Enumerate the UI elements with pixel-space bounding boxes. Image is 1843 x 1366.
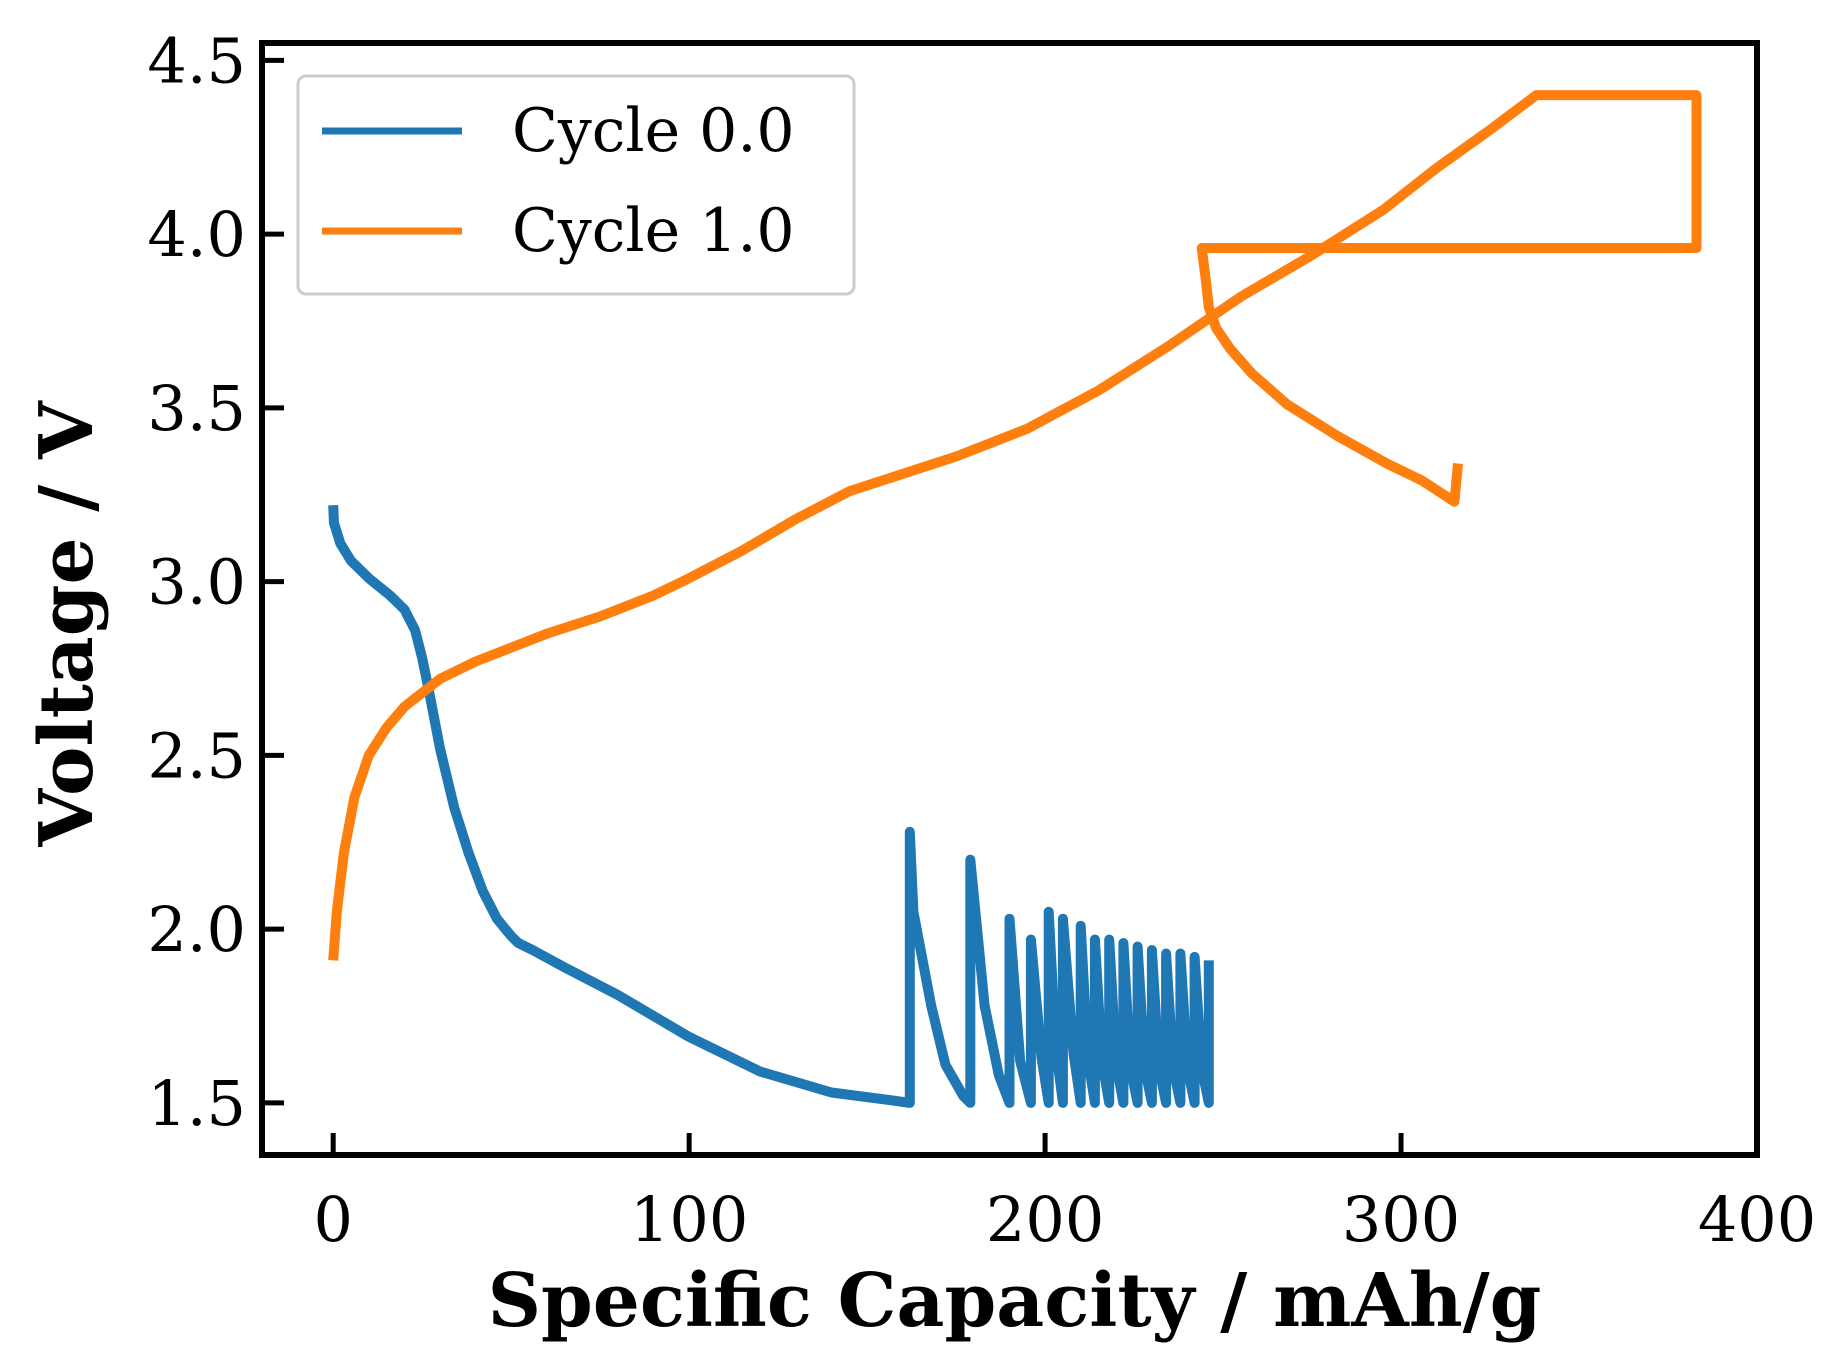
y-tick-label: 2.0 bbox=[147, 893, 246, 966]
y-tick-label: 3.0 bbox=[147, 546, 246, 619]
y-axis-title: Voltage / V bbox=[24, 400, 110, 848]
series-layer bbox=[328, 90, 1702, 1108]
y-tick-label: 4.0 bbox=[147, 198, 246, 271]
legend-entries: Cycle 0.0 Cycle 1.0 bbox=[322, 96, 795, 266]
legend-label-1: Cycle 0.0 bbox=[512, 96, 795, 166]
y-tick-label: 1.5 bbox=[147, 1067, 246, 1140]
legend: Cycle 0.0 Cycle 1.0 bbox=[296, 74, 856, 296]
x-tick-label: 400 bbox=[1698, 1183, 1816, 1256]
y-tick-label: 3.5 bbox=[147, 372, 246, 445]
x-axis-title: Specific Capacity / mAh/g bbox=[488, 1258, 1542, 1344]
plot-frame bbox=[259, 40, 1760, 1158]
x-tick-label: 0 bbox=[313, 1183, 352, 1256]
series-line-1 bbox=[328, 504, 1214, 1108]
y-tick-label: 2.5 bbox=[147, 719, 246, 792]
y-tick-label: 4.5 bbox=[147, 24, 246, 97]
legend-label-2: Cycle 1.0 bbox=[512, 196, 795, 266]
series-line-2 bbox=[328, 90, 1702, 961]
x-tick-label: 200 bbox=[986, 1183, 1104, 1256]
x-tick-label: 300 bbox=[1342, 1183, 1460, 1256]
ticks-layer: 0 100 200 300 400 1.5 2.0 2.5 3.0 3.5 4.0 4.5 bbox=[147, 24, 1816, 1256]
x-tick-label: 100 bbox=[630, 1183, 748, 1256]
